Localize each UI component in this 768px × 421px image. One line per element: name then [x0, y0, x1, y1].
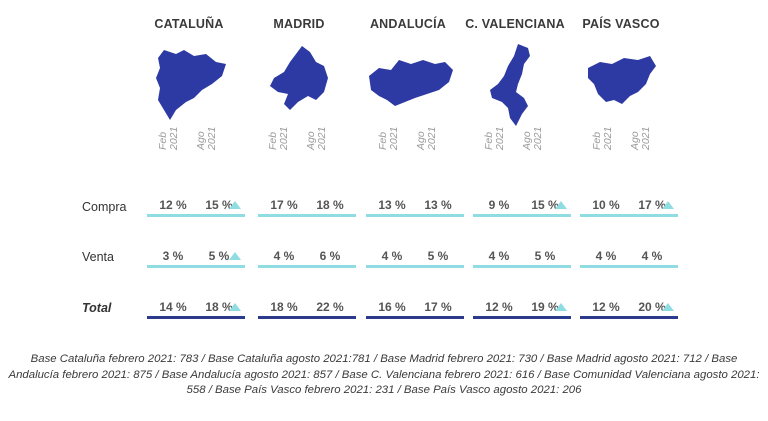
- value-cell: 15 %: [531, 198, 559, 212]
- period-label-feb: Feb 2021: [157, 126, 180, 150]
- value-cell: 4 %: [488, 249, 510, 263]
- total-underline-bar: [366, 316, 418, 319]
- value-cell: 4 %: [595, 249, 617, 263]
- total-underline-bar: [626, 316, 678, 319]
- value-cell: 5 %: [534, 249, 556, 263]
- cataluna-map-icon: [156, 50, 226, 120]
- value-cell: 17 %: [424, 300, 452, 314]
- value-cell: 10 %: [592, 198, 620, 212]
- value-underline-bar: [258, 214, 310, 217]
- value-cell: 18 %: [316, 198, 344, 212]
- value-underline-bar: [304, 265, 356, 268]
- value-cell: 15 %: [205, 198, 233, 212]
- value-cell: 18 %: [205, 300, 233, 314]
- period-label-ago: Ago 2021: [305, 126, 328, 150]
- increase-triangle-icon: [555, 303, 567, 311]
- period-label-feb: Feb 2021: [483, 126, 506, 150]
- region-title-valenciana: C. VALENCIANA: [465, 17, 565, 31]
- value-cell: 5 %: [427, 249, 449, 263]
- total-underline-bar: [519, 316, 571, 319]
- period-label-feb: Feb 2021: [267, 126, 290, 150]
- value-cell: 18 %: [270, 300, 298, 314]
- period-label-feb: Feb 2021: [377, 126, 400, 150]
- period-label-ago: Ago 2021: [629, 126, 652, 150]
- value-underline-bar: [412, 265, 464, 268]
- value-underline-bar: [304, 214, 356, 217]
- period-label-ago: Ago 2021: [415, 126, 438, 150]
- base-footnote: Base Cataluña febrero 2021: 783 / Base C…: [8, 353, 760, 396]
- value-underline-bar: [519, 265, 571, 268]
- total-underline-bar: [412, 316, 464, 319]
- region-title-andalucia: ANDALUCÍA: [369, 17, 447, 31]
- value-cell: 20 %: [638, 300, 666, 314]
- value-cell: 13 %: [378, 198, 406, 212]
- value-cell: 9 %: [488, 198, 510, 212]
- row-label-total: Total: [82, 301, 112, 315]
- value-cell: 5 %: [208, 249, 230, 263]
- total-underline-bar: [147, 316, 199, 319]
- value-underline-bar: [412, 214, 464, 217]
- pais-vasco-map-icon: [588, 56, 656, 104]
- value-cell: 22 %: [316, 300, 344, 314]
- value-cell: 4 %: [273, 249, 295, 263]
- value-cell: 19 %: [531, 300, 559, 314]
- andalucia-map-icon: [369, 60, 453, 106]
- value-underline-bar: [519, 214, 571, 217]
- value-cell: 3 %: [162, 249, 184, 263]
- region-title-madrid: MADRID: [273, 17, 325, 31]
- increase-triangle-icon: [229, 201, 241, 209]
- value-underline-bar: [147, 265, 199, 268]
- row-label-compra: Compra: [82, 200, 127, 214]
- total-underline-bar: [304, 316, 356, 319]
- value-underline-bar: [626, 214, 678, 217]
- value-cell: 16 %: [378, 300, 406, 314]
- increase-triangle-icon: [662, 201, 674, 209]
- value-underline-bar: [626, 265, 678, 268]
- period-label-ago: Ago 2021: [195, 126, 218, 150]
- period-label-ago: Ago 2021: [521, 126, 544, 150]
- value-underline-bar: [193, 265, 245, 268]
- value-underline-bar: [147, 214, 199, 217]
- increase-triangle-icon: [662, 303, 674, 311]
- value-underline-bar: [366, 214, 418, 217]
- total-underline-bar: [473, 316, 525, 319]
- value-cell: 4 %: [641, 249, 663, 263]
- value-cell: 13 %: [424, 198, 452, 212]
- value-underline-bar: [366, 265, 418, 268]
- value-underline-bar: [473, 265, 525, 268]
- value-cell: 12 %: [159, 198, 187, 212]
- total-underline-bar: [580, 316, 632, 319]
- row-label-venta: Venta: [82, 250, 114, 264]
- region-title-cataluna: CATALUÑA: [154, 17, 224, 31]
- value-underline-bar: [580, 214, 632, 217]
- value-cell: 17 %: [638, 198, 666, 212]
- value-cell: 4 %: [381, 249, 403, 263]
- increase-triangle-icon: [229, 303, 241, 311]
- value-cell: 12 %: [592, 300, 620, 314]
- increase-triangle-icon: [229, 252, 241, 260]
- value-cell: 14 %: [159, 300, 187, 314]
- period-label-feb: Feb 2021: [591, 126, 614, 150]
- value-cell: 12 %: [485, 300, 513, 314]
- value-underline-bar: [473, 214, 525, 217]
- madrid-map-icon: [270, 46, 328, 110]
- region-title-pais-vasco: PAÍS VASCO: [582, 17, 660, 31]
- value-cell: 17 %: [270, 198, 298, 212]
- total-underline-bar: [258, 316, 310, 319]
- value-underline-bar: [580, 265, 632, 268]
- value-underline-bar: [193, 214, 245, 217]
- valenciana-map-icon: [490, 44, 530, 126]
- value-underline-bar: [258, 265, 310, 268]
- total-underline-bar: [193, 316, 245, 319]
- increase-triangle-icon: [555, 201, 567, 209]
- value-cell: 6 %: [319, 249, 341, 263]
